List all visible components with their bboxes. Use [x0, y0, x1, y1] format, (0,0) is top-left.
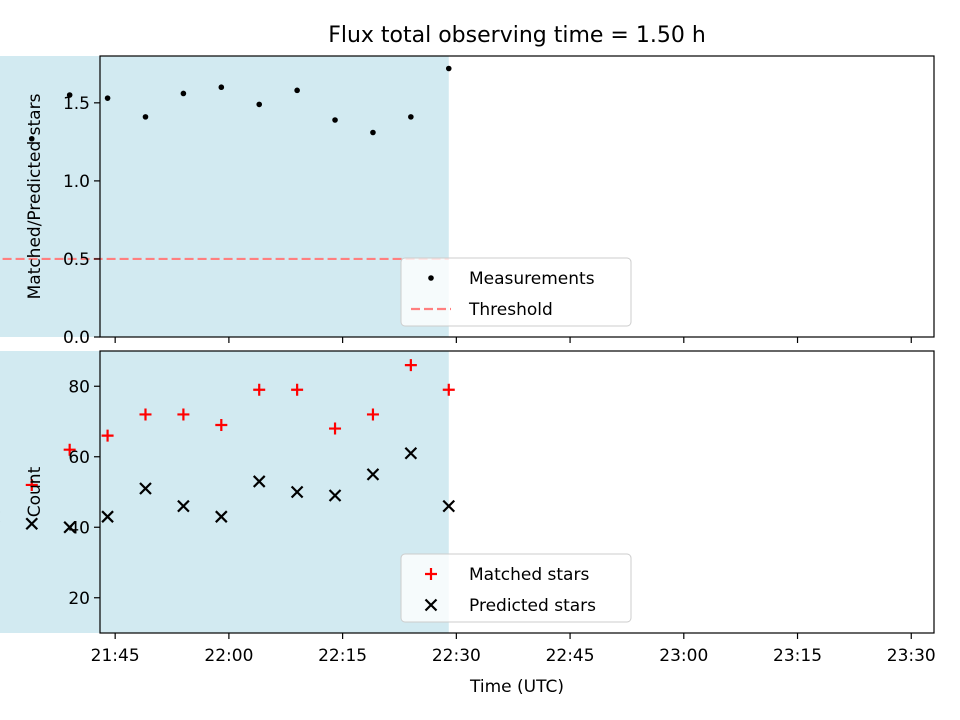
- predicted-star-point: [63, 520, 76, 534]
- matched-star-point: [215, 419, 228, 432]
- legend-matched-marker: [425, 568, 437, 580]
- x-tick-label: 22:15: [318, 646, 367, 666]
- ratio-panel: 0.0 0.5 1.0 1.5 Matched/Predicted stars Measu…: [0, 55, 935, 348]
- matched-star-point: [177, 408, 190, 421]
- measurement-point: [28, 135, 35, 142]
- x-tick-label: 21:45: [91, 646, 140, 666]
- axes-frame: [99, 55, 935, 338]
- measurement-point: [332, 117, 338, 123]
- predicted-star-point: [215, 510, 228, 523]
- measurement-point: [104, 95, 111, 101]
- matched-star-point: [253, 383, 266, 396]
- x-tick-label: 22:45: [546, 646, 595, 666]
- legend-predicted-marker: [424, 598, 438, 612]
- matched-star-point: [366, 408, 379, 421]
- y-tick-label: 0.5: [63, 250, 90, 270]
- chart-title: Flux total observing time = 1.50 h: [328, 23, 706, 48]
- matched-star-point: [25, 478, 38, 491]
- x-axis-label: Time (UTC): [469, 677, 564, 697]
- x-tick-label: 23:30: [887, 646, 936, 666]
- x-tick-label: 22:00: [204, 646, 253, 666]
- measurement-point: [445, 65, 452, 72]
- predicted-star-point: [366, 468, 380, 481]
- y-axis-label: Count: [25, 466, 45, 517]
- matched-star-point: [291, 383, 304, 396]
- matched-star-point: [329, 422, 342, 435]
- measurement-point: [408, 114, 414, 120]
- axes-frame: [99, 350, 935, 634]
- y-tick-label: 1.0: [63, 172, 90, 192]
- legend-box: [400, 553, 632, 623]
- observing-span-shade: [0, 56, 449, 337]
- predicted-star-point: [101, 510, 114, 523]
- measurement-point: [218, 84, 225, 91]
- matched-star-point: [139, 408, 152, 421]
- predicted-star-point: [252, 475, 266, 488]
- matched-star-point: [63, 443, 76, 456]
- legend: Matched stars Predicted stars: [400, 553, 632, 623]
- predicted-star-point: [25, 517, 39, 531]
- measurement-point: [180, 90, 187, 97]
- legend: Measurements Threshold: [400, 257, 632, 327]
- predicted-star-point: [290, 485, 304, 499]
- y-tick-label: 1.5: [63, 94, 90, 114]
- matched-star-point: [101, 429, 114, 442]
- predicted-star-point: [139, 482, 152, 495]
- matched-star-point: [442, 383, 455, 396]
- legend-label: Threshold: [468, 300, 553, 320]
- y-tick-label: 20: [68, 589, 90, 609]
- observing-span-shade: [0, 351, 449, 633]
- legend-label: Matched stars: [469, 565, 589, 585]
- measurement-point: [66, 92, 73, 98]
- legend-box: [400, 257, 632, 327]
- y-tick-label: 0.0: [63, 328, 90, 348]
- predicted-star-point: [404, 446, 418, 460]
- measurement-point: [142, 114, 149, 120]
- x-tick-label: 23:15: [773, 646, 822, 666]
- x-tick-label: 23:00: [659, 646, 708, 666]
- measurement-point: [256, 101, 263, 108]
- legend-measurement-marker: [428, 275, 434, 281]
- y-tick-label: 60: [68, 448, 90, 468]
- y-tick-label: 40: [68, 518, 90, 538]
- predicted-star-point: [177, 499, 190, 513]
- x-tick-label: 22:30: [432, 646, 481, 666]
- predicted-star-point: [442, 499, 456, 513]
- y-axis-label: Matched/Predicted stars: [25, 93, 45, 299]
- legend-label: Predicted stars: [469, 596, 596, 616]
- predicted-star-point: [328, 489, 342, 502]
- count-panel: 20 40 60 80 21:45 22:00 22:15 22:30 22:45 23:00 23…: [0, 350, 936, 666]
- measurement-point: [294, 87, 300, 94]
- legend-label: Measurements: [469, 269, 595, 289]
- y-tick-label: 80: [68, 377, 90, 397]
- matched-star-point: [404, 359, 417, 372]
- measurement-point: [370, 129, 376, 136]
